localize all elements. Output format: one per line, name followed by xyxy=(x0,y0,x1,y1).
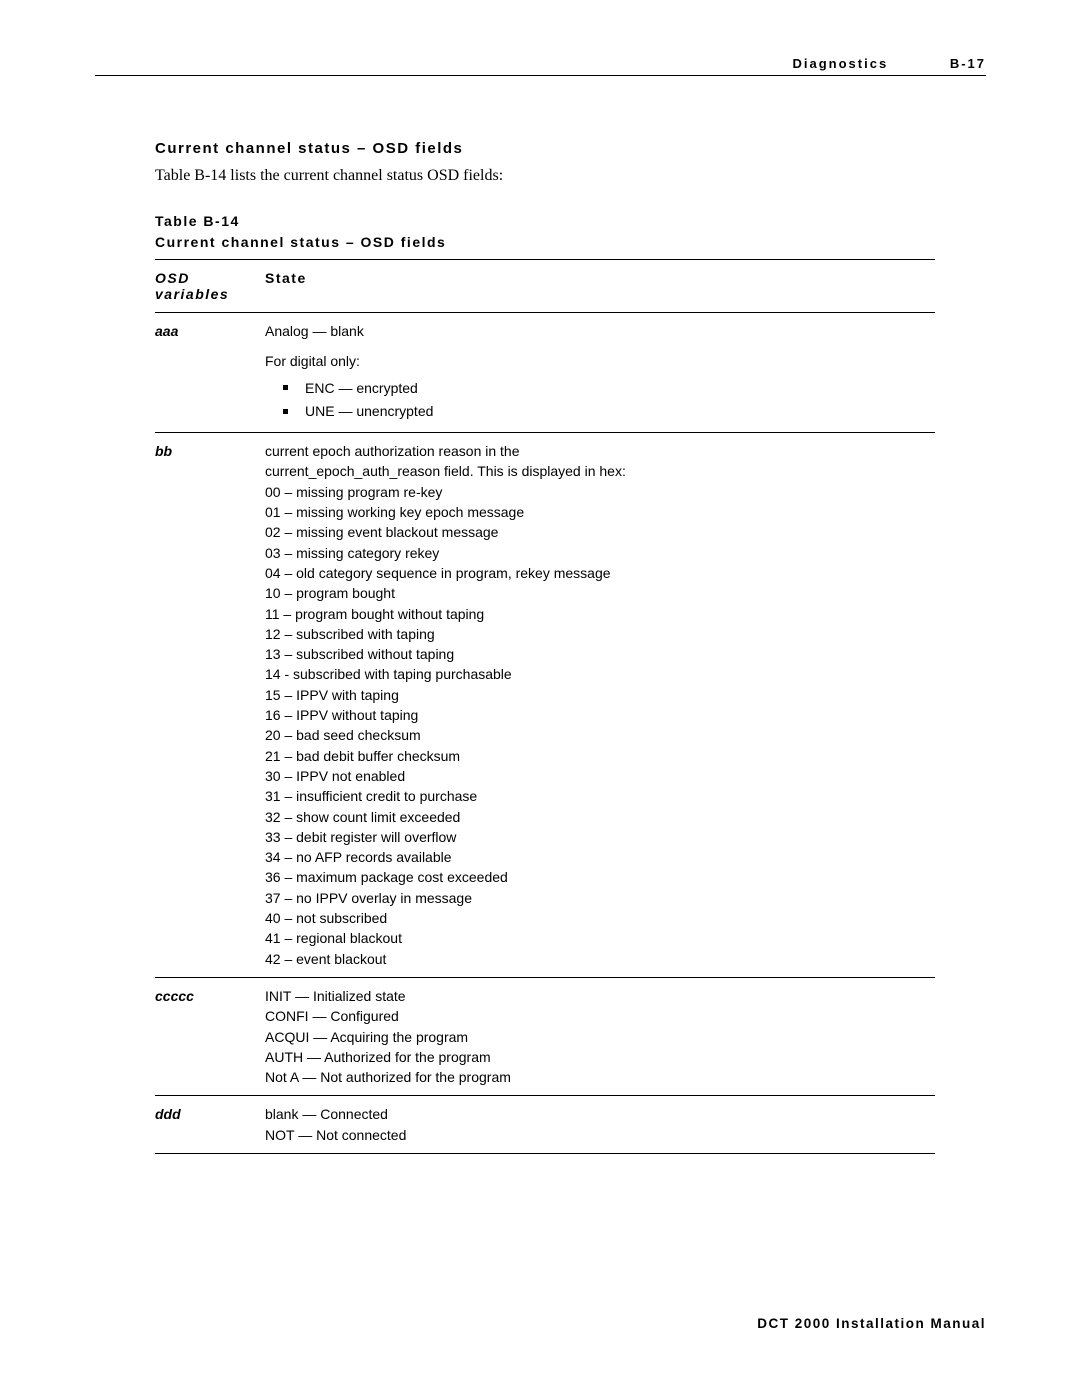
bb-line: 34 – no AFP records available xyxy=(265,847,935,867)
aaa-analog: Analog — blank xyxy=(265,321,935,341)
bb-line: 04 – old category sequence in program, r… xyxy=(265,563,935,583)
aaa-enc: ENC — encrypted xyxy=(265,378,935,398)
section-heading: Current channel status – OSD fields xyxy=(155,140,935,157)
ccccc-line: ACQUI — Acquiring the program xyxy=(265,1027,935,1047)
running-header: Diagnostics B-17 xyxy=(793,56,987,71)
content-area: Current channel status – OSD fields Tabl… xyxy=(155,140,935,1154)
footer-manual-title: DCT 2000 Installation Manual xyxy=(757,1316,986,1331)
col-header-variables-text: OSD variables xyxy=(155,270,245,302)
table-row: ddd blank — Connected NOT — Not connecte… xyxy=(155,1096,935,1154)
bb-line: 41 – regional blackout xyxy=(265,928,935,948)
col-header-variables: OSD variables xyxy=(155,260,265,313)
ccccc-line: Not A — Not authorized for the program xyxy=(265,1067,935,1087)
header-section: Diagnostics xyxy=(793,56,889,71)
bb-line: 12 – subscribed with taping xyxy=(265,624,935,644)
table-caption: Table B-14 Current channel status – OSD … xyxy=(155,211,935,253)
header-page-number: B-17 xyxy=(950,56,986,71)
ccccc-line: CONFI — Configured xyxy=(265,1006,935,1026)
bb-line: 20 – bad seed checksum xyxy=(265,725,935,745)
bb-line: current epoch authorization reason in th… xyxy=(265,441,935,461)
ccccc-line: AUTH — Authorized for the program xyxy=(265,1047,935,1067)
header-rule xyxy=(95,75,986,76)
state-ccccc: INIT — Initialized state CONFI — Configu… xyxy=(265,977,935,1095)
ddd-line: NOT — Not connected xyxy=(265,1125,935,1145)
bb-line: 36 – maximum package cost exceeded xyxy=(265,867,935,887)
bb-line: 40 – not subscribed xyxy=(265,908,935,928)
aaa-digital-only: For digital only: xyxy=(265,351,935,371)
bb-codes: current epoch authorization reason in th… xyxy=(265,441,935,969)
bb-line: 37 – no IPPV overlay in message xyxy=(265,888,935,908)
aaa-une: UNE — unencrypted xyxy=(265,401,935,421)
bb-line: 31 – insufficient credit to purchase xyxy=(265,786,935,806)
table-title: Current channel status – OSD fields xyxy=(155,232,935,253)
state-aaa: Analog — blank For digital only: ENC — e… xyxy=(265,313,935,433)
page: Diagnostics B-17 Current channel status … xyxy=(0,0,1080,1397)
ddd-line: blank — Connected xyxy=(265,1104,935,1124)
bb-line: current_epoch_auth_reason field. This is… xyxy=(265,461,935,481)
intro-paragraph: Table B-14 lists the current channel sta… xyxy=(155,167,935,185)
bb-line: 16 – IPPV without taping xyxy=(265,705,935,725)
var-bb: bb xyxy=(155,433,265,978)
bb-line: 42 – event blackout xyxy=(265,949,935,969)
bb-line: 33 – debit register will overflow xyxy=(265,827,935,847)
bb-line: 13 – subscribed without taping xyxy=(265,644,935,664)
table-row: aaa Analog — blank For digital only: ENC… xyxy=(155,313,935,433)
ccccc-codes: INIT — Initialized state CONFI — Configu… xyxy=(265,986,935,1087)
bb-line: 10 – program bought xyxy=(265,583,935,603)
var-aaa: aaa xyxy=(155,313,265,433)
bb-line: 15 – IPPV with taping xyxy=(265,685,935,705)
ddd-codes: blank — Connected NOT — Not connected xyxy=(265,1104,935,1145)
bb-line: 01 – missing working key epoch message xyxy=(265,502,935,522)
bb-line: 03 – missing category rekey xyxy=(265,543,935,563)
table-header-row: OSD variables State xyxy=(155,260,935,313)
col-header-state: State xyxy=(265,260,935,313)
ccccc-line: INIT — Initialized state xyxy=(265,986,935,1006)
bb-line: 14 - subscribed with taping purchasable xyxy=(265,664,935,684)
state-bb: current epoch authorization reason in th… xyxy=(265,433,935,978)
table-row: ccccc INIT — Initialized state CONFI — C… xyxy=(155,977,935,1095)
var-ccccc: ccccc xyxy=(155,977,265,1095)
bb-line: 30 – IPPV not enabled xyxy=(265,766,935,786)
table-row: bb current epoch authorization reason in… xyxy=(155,433,935,978)
bb-line: 02 – missing event blackout message xyxy=(265,522,935,542)
var-ddd: ddd xyxy=(155,1096,265,1154)
table-label: Table B-14 xyxy=(155,211,935,232)
bb-line: 11 – program bought without taping xyxy=(265,604,935,624)
bb-line: 21 – bad debit buffer checksum xyxy=(265,746,935,766)
state-ddd: blank — Connected NOT — Not connected xyxy=(265,1096,935,1154)
bb-line: 32 – show count limit exceeded xyxy=(265,807,935,827)
osd-fields-table: OSD variables State aaa Analog — blank F… xyxy=(155,259,935,1154)
aaa-digital-list: ENC — encrypted UNE — unencrypted xyxy=(265,378,935,422)
bb-line: 00 – missing program re-key xyxy=(265,482,935,502)
